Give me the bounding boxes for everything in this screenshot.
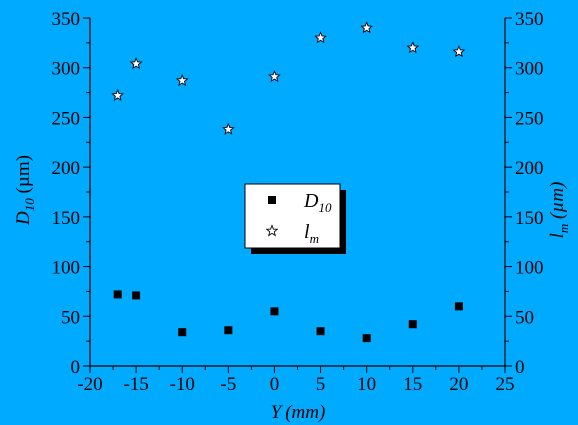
- y-left-tick-label: 150: [52, 208, 81, 229]
- y-left-axis-title: D10 (µm): [13, 155, 37, 226]
- data-point-star: [314, 31, 327, 44]
- data-point-square: [316, 327, 325, 336]
- legend-box: [244, 183, 341, 249]
- legend-label-main: l: [304, 221, 310, 243]
- x-tick-label: -15: [123, 374, 148, 395]
- data-point-star: [129, 57, 143, 70]
- x-tick-label: 5: [316, 374, 326, 395]
- data-point-star: [406, 41, 420, 54]
- legend-label: lm: [304, 221, 319, 246]
- y-left-tick-label: 0: [71, 357, 81, 378]
- data-point-star: [175, 73, 189, 87]
- y-left-tick-label: 100: [52, 258, 81, 279]
- data-point-square: [132, 291, 141, 300]
- data-point-star: [452, 45, 466, 58]
- y-left-tick-label: 200: [52, 158, 81, 179]
- x-tick-label: 25: [496, 374, 515, 395]
- y-right-tick-label: 100: [515, 258, 544, 279]
- y-left-title-unit: (µm): [13, 155, 34, 198]
- legend-marker-star: [265, 224, 279, 237]
- y-left-tick-label: 350: [52, 9, 81, 30]
- y-right-tick-label: 50: [515, 307, 534, 328]
- data-point-square: [178, 328, 187, 337]
- y-right-axis-title: lm (µm): [547, 182, 571, 239]
- x-tick-label: 0: [270, 374, 280, 395]
- y-right-tick-label: 300: [515, 59, 544, 80]
- y-right-tick-label: 150: [515, 208, 544, 229]
- y-right-tick-label: 0: [515, 357, 525, 378]
- data-point-square: [113, 290, 122, 299]
- data-point-square: [362, 334, 371, 343]
- y-left-tick-label: 50: [61, 307, 80, 328]
- data-point-square: [270, 307, 279, 316]
- x-axis-title-var: Y: [271, 402, 284, 423]
- x-tick-label: 15: [403, 374, 422, 395]
- y-right-title-unit: (µm): [547, 182, 568, 224]
- data-point-star: [360, 21, 374, 34]
- x-tick-label: -10: [170, 374, 195, 395]
- x-axis-title-unit: (mm): [285, 402, 325, 423]
- legend-label-sub: 10: [318, 200, 332, 215]
- x-axis-title: Y (mm): [271, 402, 326, 423]
- data-point-square: [224, 326, 233, 335]
- ticks: -20 -15 -10 -5 0 5 10 15 20 250501001502002503003…: [52, 9, 544, 395]
- x-tick-label: 10: [357, 374, 376, 395]
- data-point-star: [221, 122, 235, 135]
- data-point-square: [408, 320, 417, 329]
- legend-label-sub: m: [310, 231, 319, 246]
- y-right-tick-label: 200: [515, 158, 544, 179]
- legend-label: D10: [303, 190, 332, 215]
- y-left-tick-label: 250: [52, 108, 81, 129]
- y-left-tick-label: 300: [52, 59, 81, 80]
- y-right-title-main: l: [547, 233, 568, 238]
- data-points: [111, 21, 466, 343]
- legend-label-main: D: [303, 190, 319, 212]
- x-tick-label: -20: [77, 374, 102, 395]
- y-left-title-sub: 10: [22, 198, 37, 212]
- y-right-tick-label: 250: [515, 108, 544, 129]
- x-tick-label: -5: [220, 374, 236, 395]
- data-point-star: [111, 88, 125, 101]
- y-right-title-sub: m: [556, 224, 571, 233]
- x-tick-label: 20: [449, 374, 468, 395]
- legend-entries: D10 lm: [265, 190, 332, 246]
- data-point-star: [268, 69, 281, 83]
- y-right-tick-label: 350: [515, 9, 544, 30]
- legend-marker-square: [268, 196, 276, 204]
- y-left-title-main: D: [13, 211, 34, 226]
- legend: D10 lm: [244, 183, 346, 254]
- data-point-square: [454, 302, 463, 311]
